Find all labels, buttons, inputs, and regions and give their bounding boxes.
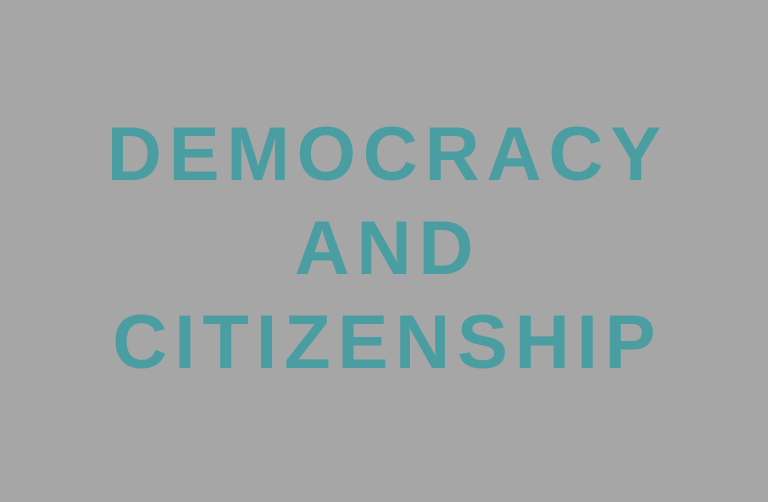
title-line-citizenship: CITIZENSHIP [112,300,663,385]
title-line-democracy: DEMOCRACY [106,112,669,197]
title-text: DEMOCRACY AND CITIZENSHIP [0,108,768,390]
title-line-and: AND [294,206,481,291]
